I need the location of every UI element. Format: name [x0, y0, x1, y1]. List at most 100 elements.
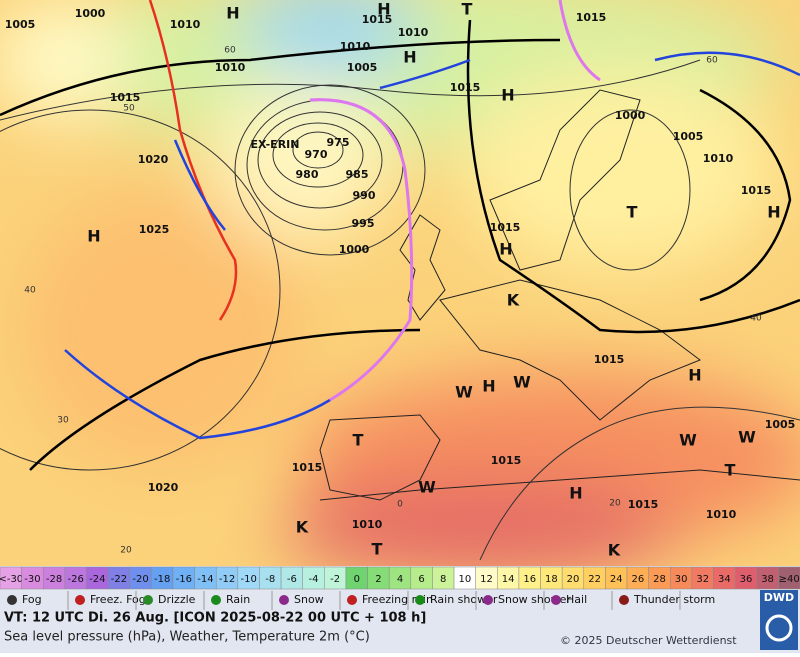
subtitle: Sea level pressure (hPa), Weather, Tempe… [4, 630, 370, 645]
isobar-label: 1000 [615, 109, 646, 122]
grid-label: 50 [123, 104, 135, 114]
weather-label: Fog [22, 593, 42, 606]
isobar-label: 1010 [398, 26, 429, 39]
isobar-label: 1010 [170, 18, 201, 31]
weather-icon [211, 595, 221, 605]
scale-label: 0 [354, 574, 360, 585]
isobar-label: 1015 [292, 461, 323, 474]
logo: DWD [764, 591, 794, 604]
grid-label: 0 [397, 500, 403, 510]
weather-label: Rain shower [430, 593, 498, 606]
pressure-center: K [296, 518, 309, 537]
coastlines [319, 89, 800, 501]
weather-label: Rain [226, 593, 250, 606]
scale-label: -4 [309, 574, 319, 585]
pressure-center: T [627, 203, 638, 222]
grid-label: 60 [706, 56, 718, 66]
isobar-label: 1005 [673, 130, 704, 143]
scale-label: 38 [761, 574, 774, 585]
pressure-center: W [679, 431, 697, 450]
weather-icon [347, 595, 357, 605]
weather-icon [7, 595, 17, 605]
scale-label: -30 [24, 574, 40, 585]
scale-label: -22 [111, 574, 127, 585]
pressure-center: H [767, 203, 780, 222]
grid-label: 30 [57, 416, 69, 426]
pressure-center: H [569, 484, 582, 503]
scale-label: 26 [631, 574, 644, 585]
scale-label: 4 [397, 574, 403, 585]
isobar-label: 1000 [339, 243, 370, 256]
cold-front [64, 349, 331, 440]
scale-label: 36 [740, 574, 753, 585]
isobar-label: 1015 [741, 184, 772, 197]
warm-front [148, 0, 238, 321]
isobar-label: 1010 [706, 508, 737, 521]
scale-label: 34 [718, 574, 731, 585]
isobar-label: 1015 [362, 13, 393, 26]
scale-label: 8 [440, 574, 446, 585]
pressure-center: H [499, 240, 512, 259]
scale-label: -26 [68, 574, 84, 585]
isobar-label: 1005 [765, 418, 796, 431]
scale-label: -12 [219, 574, 235, 585]
weather-icon [551, 595, 561, 605]
pressure-center: W [738, 428, 756, 447]
isobar-label: 1025 [139, 223, 170, 236]
weather-label: Freez. Fog [90, 593, 146, 606]
scale-label: -10 [240, 574, 256, 585]
scale-label: -8 [265, 574, 275, 585]
weather-label: Hail [566, 593, 587, 606]
occluded-front [309, 98, 414, 402]
isobar-label: 1015 [594, 353, 625, 366]
valid-time: VT: 12 UTC Di. 26 Aug. [ICON 2025-08-22 … [4, 611, 426, 626]
pressure-center: H [482, 377, 495, 396]
weather-label: Snow [294, 593, 324, 606]
isobar-label: 1015 [490, 221, 521, 234]
scale-label: -24 [89, 574, 105, 585]
scale-label: <-30 [0, 574, 23, 585]
scale-label: 16 [523, 574, 536, 585]
pressure-center: W [418, 478, 436, 497]
scale-label: 30 [675, 574, 688, 585]
isobar-label: 1015 [491, 454, 522, 467]
temperature-field [0, 0, 800, 580]
weather-icon [619, 595, 629, 605]
isobar-label: EX-ERIN [251, 138, 300, 151]
scale-label: ≥40 [779, 574, 800, 585]
scale-label: 32 [696, 574, 709, 585]
scale-label: -6 [287, 574, 297, 585]
isobar-label: 985 [346, 168, 369, 181]
scale-label: 12 [480, 574, 493, 585]
scale-label: 10 [458, 574, 471, 585]
weather-icon [279, 595, 289, 605]
pressure-center: T [353, 431, 364, 450]
scale-label: 24 [610, 574, 623, 585]
pressure-center: T [372, 540, 383, 559]
scale-label: 6 [418, 574, 424, 585]
scale-label: 22 [588, 574, 601, 585]
weather-icon [415, 595, 425, 605]
isobar-label: 1000 [75, 7, 106, 20]
pressure-center: H [688, 366, 701, 385]
cold-front [379, 58, 471, 90]
grid-label: 20 [120, 546, 132, 556]
main-isobars [0, 19, 800, 471]
weather-icon [75, 595, 85, 605]
scale-label: -18 [154, 574, 170, 585]
isobar-label: 1005 [347, 61, 378, 74]
pressure-center: H [403, 48, 416, 67]
isobar-label: 1020 [138, 153, 169, 166]
pressure-center: W [455, 383, 473, 402]
scale-label: -14 [197, 574, 213, 585]
isobar-label: 990 [353, 189, 376, 202]
pressure-center: W [513, 373, 531, 392]
isobar-label: 1015 [576, 11, 607, 24]
isobar-label: 1015 [110, 91, 141, 104]
weather-label: Drizzle [158, 593, 196, 606]
cold-front [654, 51, 800, 77]
pressure-center: H [226, 4, 239, 23]
weather-label: Freezing rain [362, 593, 433, 606]
pressure-center: K [608, 541, 621, 560]
